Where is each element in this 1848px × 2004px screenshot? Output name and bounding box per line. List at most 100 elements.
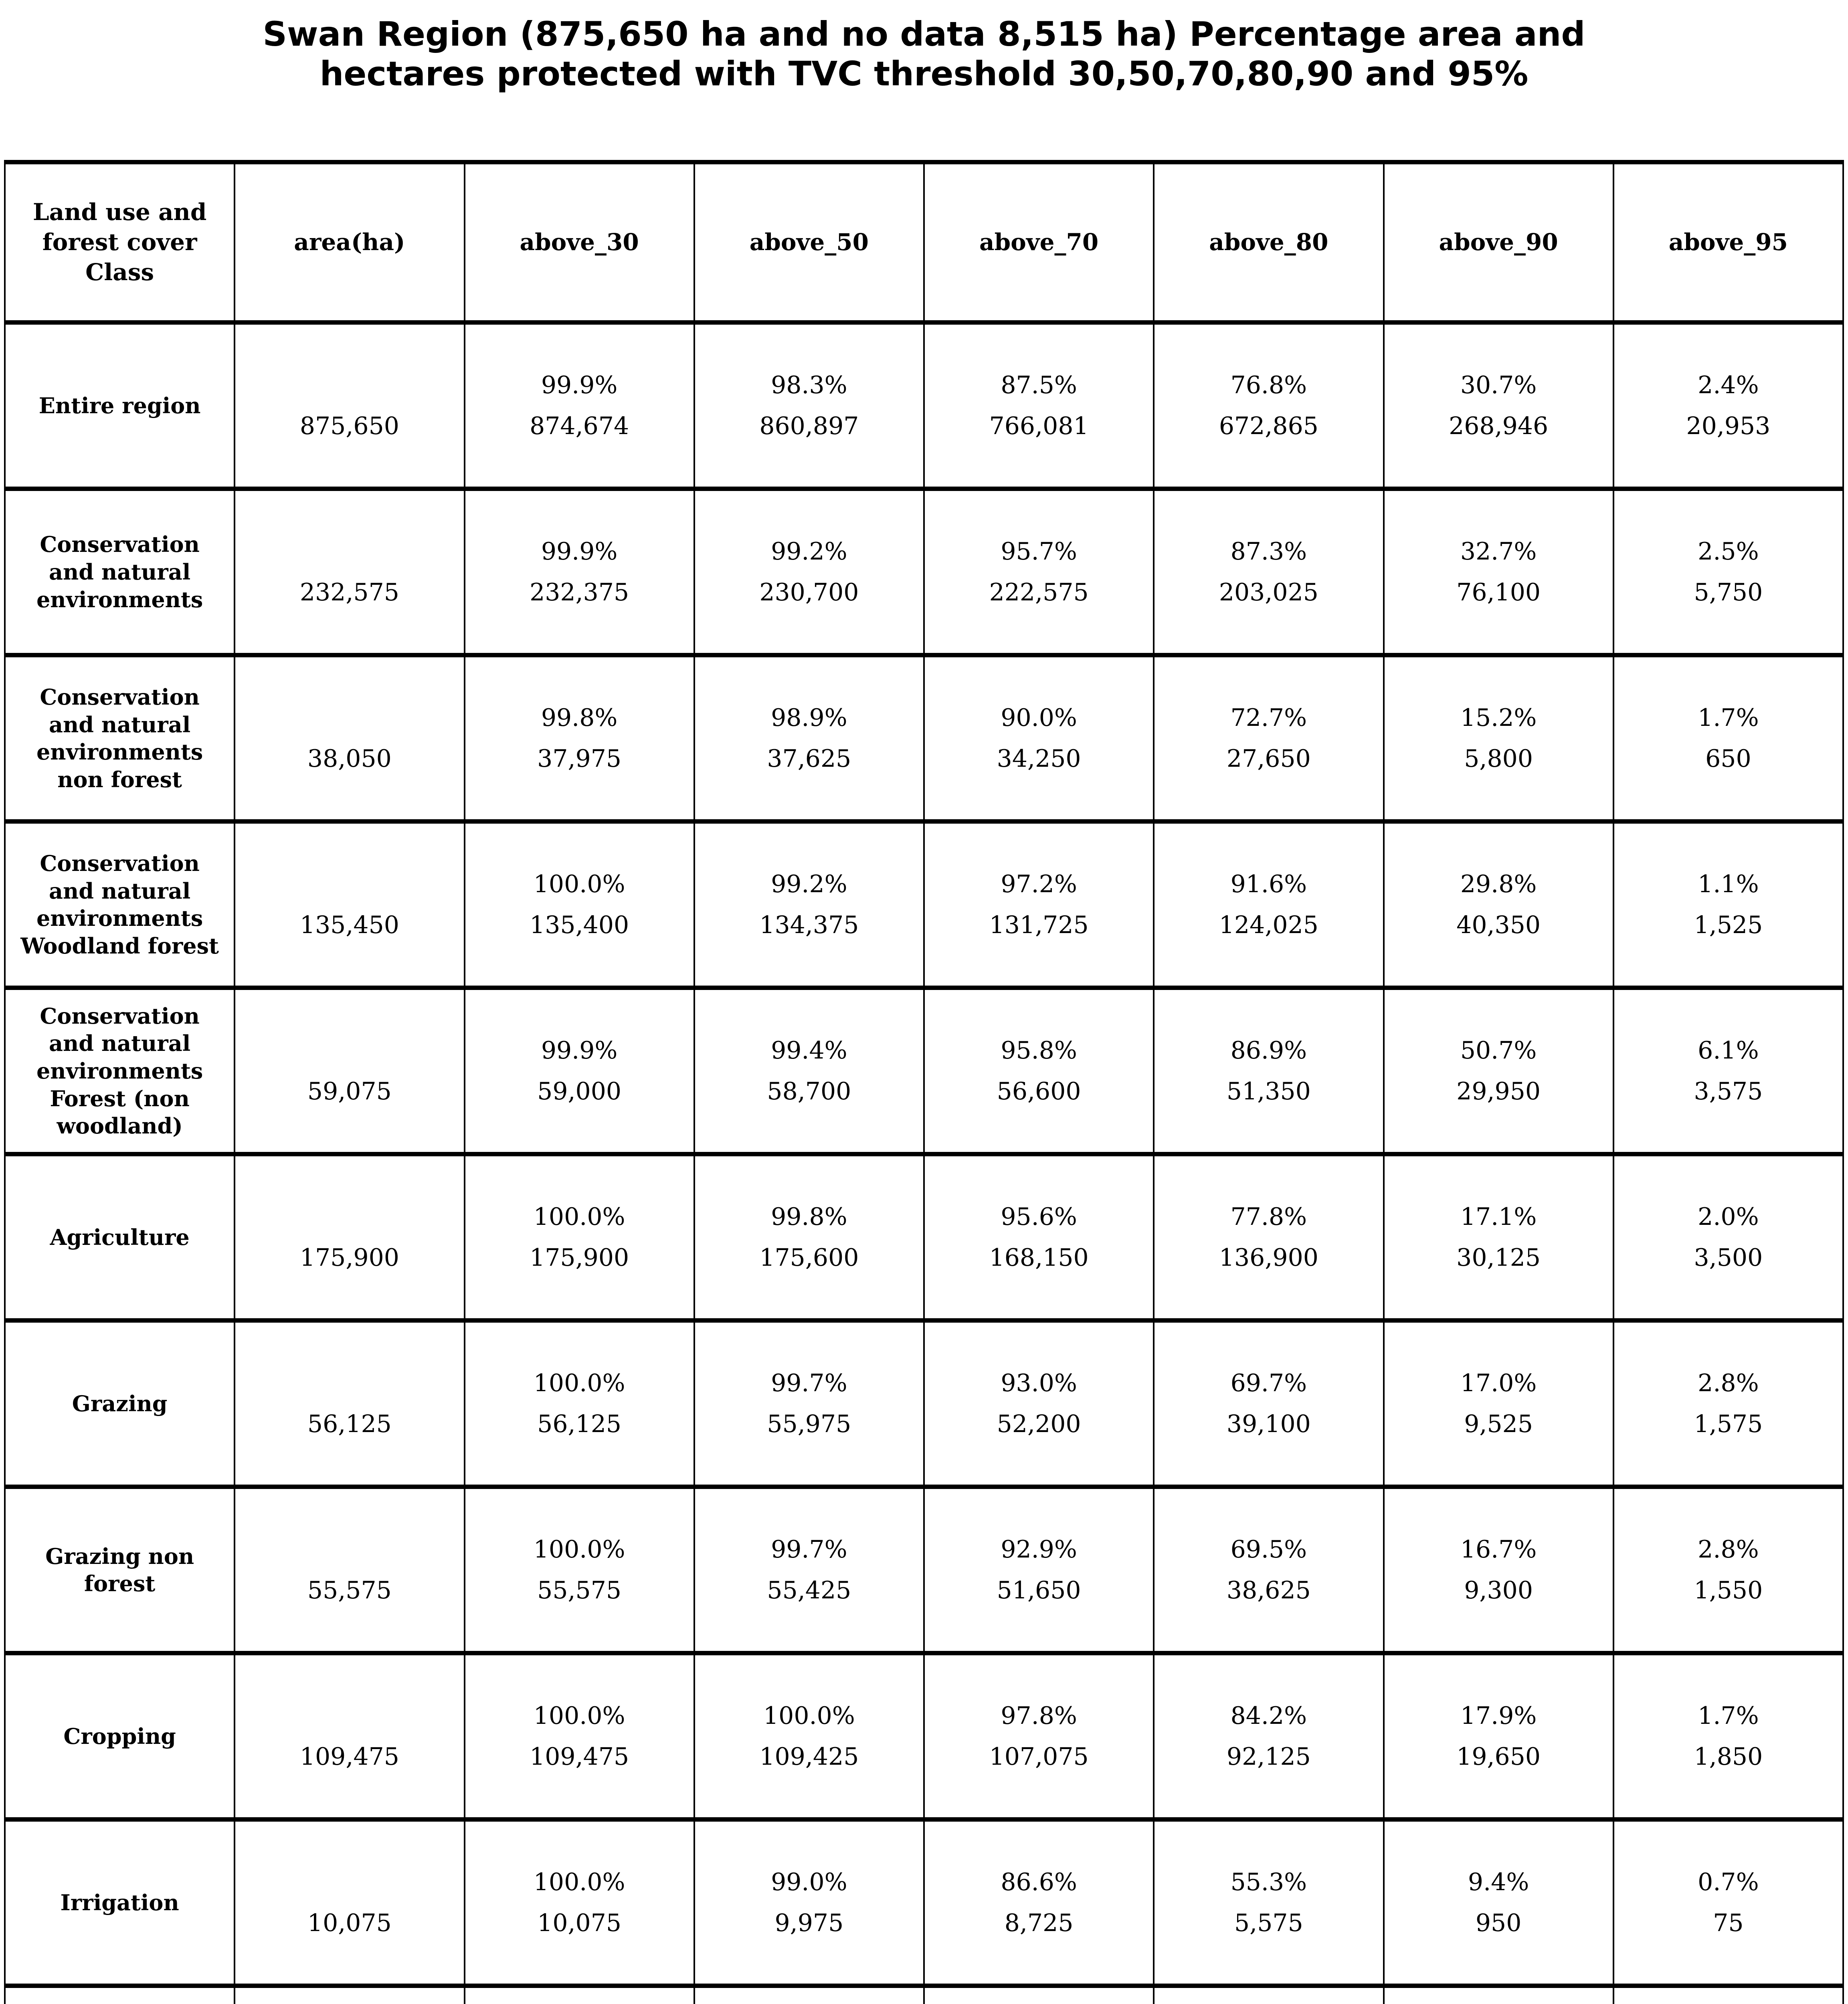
percent-value: 100.0%	[533, 870, 625, 899]
percent-value: 95.8%	[1001, 1036, 1077, 1065]
table-row: Grazing 56,125 100.0% 56,125 99.7% 55,97…	[4, 1318, 1844, 1489]
hectares-value: 1,550	[1694, 1576, 1763, 1605]
percent-value: 86.9%	[1230, 1036, 1307, 1065]
percent-value: 99.7%	[771, 1535, 847, 1564]
hectares-value: 37,625	[767, 745, 851, 773]
hectares-value: 9,525	[1464, 1410, 1533, 1438]
row-label: Production native forests and plantation…	[4, 1984, 236, 2004]
percent-value: 86.6%	[1001, 1868, 1077, 1897]
hectares-value: 230,700	[759, 578, 859, 607]
percent-value: 1.7%	[1698, 1702, 1759, 1730]
percent-value: 0.7%	[1698, 1868, 1759, 1897]
percent-value: 16.7%	[1460, 1535, 1537, 1564]
hectares-value: 39,100	[1226, 1410, 1311, 1438]
area-value: 55,575	[307, 1576, 392, 1605]
value-cell: 6.1% 3,575	[1612, 986, 1844, 1157]
hectares-value: 1,525	[1694, 911, 1763, 939]
percent-value: 87.5%	[1001, 371, 1077, 400]
table-row: Conservation and natural environments 23…	[4, 487, 1844, 658]
hectares-value: 19,650	[1456, 1743, 1541, 1771]
hectares-value: 136,900	[1219, 1244, 1318, 1272]
percent-value: 100.0%	[533, 1369, 625, 1398]
hectares-value: 135,400	[530, 911, 629, 939]
percent-value: 99.9%	[541, 1036, 618, 1065]
percent-value: 6.1%	[1698, 1036, 1759, 1065]
hectares-value: 51,350	[1226, 1077, 1311, 1106]
col-header-above30: above_30	[463, 160, 695, 325]
hectares-value: 766,081	[989, 412, 1089, 440]
col-header-above95: above_95	[1612, 160, 1844, 325]
value-cell: 29.8% 40,350	[1383, 819, 1614, 990]
value-cell: 9.4% 950	[1383, 1817, 1614, 1988]
percent-value: 99.0%	[771, 1868, 847, 1897]
percent-value: 2.0%	[1698, 1203, 1759, 1231]
percent-value: 100.0%	[533, 1702, 625, 1730]
percent-value: 76.8%	[1230, 371, 1307, 400]
hectares-value: 51,650	[997, 1576, 1081, 1605]
hectares-value: 107,075	[989, 1743, 1089, 1771]
percent-value: 30.7%	[1460, 371, 1537, 400]
hectares-value: 9,975	[774, 1909, 844, 1937]
percent-value: 9.4%	[1468, 1868, 1529, 1897]
area-value: 135,450	[299, 911, 399, 939]
area-spacer	[236, 1529, 463, 1570]
row-label: Grazing non forest	[4, 1485, 236, 1656]
value-cell: 99.8% 175,600	[693, 1152, 925, 1323]
value-cell: 92.9% 51,650	[923, 1485, 1155, 1656]
hectares-value: 30,125	[1456, 1244, 1541, 1272]
percent-value: 99.8%	[771, 1203, 847, 1231]
col-header-area: area(ha)	[234, 160, 465, 325]
percent-value: 72.7%	[1230, 704, 1307, 732]
value-cell: 100.0% 56,125	[463, 1318, 695, 1489]
value-cell: 51.1% 153,625	[1383, 1984, 1614, 2004]
area-cell: 875,650	[234, 320, 465, 491]
row-label: Irrigation	[4, 1817, 236, 1988]
percent-value: 91.6%	[1230, 870, 1307, 899]
value-cell: 99.9% 232,375	[463, 487, 695, 658]
hectares-value: 55,425	[767, 1576, 851, 1605]
table-row: Agriculture 175,900 100.0% 175,900 99.8%…	[4, 1152, 1844, 1323]
percent-value: 97.8%	[1001, 1702, 1077, 1730]
area-spacer	[236, 1363, 463, 1404]
value-cell: 1.7% 1,850	[1612, 1651, 1844, 1822]
value-cell: 77.8% 136,900	[1153, 1152, 1385, 1323]
hectares-value: 1,575	[1694, 1410, 1763, 1438]
percent-value: 84.2%	[1230, 1702, 1307, 1730]
value-cell: 99.7% 55,975	[693, 1318, 925, 1489]
hectares-value: 874,674	[530, 412, 629, 440]
value-cell: 86.9% 51,350	[1153, 986, 1385, 1157]
area-value: 109,475	[299, 1743, 399, 1771]
value-cell: 32.7% 76,100	[1383, 487, 1614, 658]
hectares-value: 3,575	[1694, 1077, 1763, 1106]
percent-value: 17.9%	[1460, 1702, 1537, 1730]
row-label: Grazing	[4, 1318, 236, 1489]
hectares-value: 59,000	[537, 1077, 622, 1106]
hectares-value: 222,575	[989, 578, 1089, 607]
value-cell: 93.0% 52,200	[923, 1318, 1155, 1489]
value-cell: 98.3% 860,897	[693, 320, 925, 491]
value-cell: 0.7% 75	[1612, 1817, 1844, 1988]
percent-value: 99.9%	[541, 371, 618, 400]
percent-value: 99.8%	[541, 704, 618, 732]
area-value: 875,650	[299, 412, 399, 440]
hectares-value: 75	[1713, 1909, 1744, 1937]
hectares-value: 109,475	[530, 1743, 629, 1771]
value-cell: 2.0% 3,500	[1612, 1152, 1844, 1323]
percent-value: 90.0%	[1001, 704, 1077, 732]
percent-value: 98.9%	[771, 704, 847, 732]
row-label: Conservation and natural environments	[4, 487, 236, 658]
table-body: Entire region 875,650 99.9% 874,674 98.3…	[4, 320, 1844, 2004]
percent-value: 2.5%	[1698, 537, 1759, 566]
col-header-above70: above_70	[923, 160, 1155, 325]
hectares-value: 3,500	[1694, 1244, 1763, 1272]
protection-table: Land use and forest cover Class area(ha)…	[4, 160, 1844, 2004]
hectares-value: 9,300	[1464, 1576, 1533, 1605]
percent-value: 17.1%	[1460, 1203, 1537, 1231]
hectares-value: 124,025	[1219, 911, 1318, 939]
value-cell: 100.0% 55,575	[463, 1485, 695, 1656]
value-cell: 1.1% 1,525	[1612, 819, 1844, 990]
percent-value: 99.2%	[771, 870, 847, 899]
value-cell: 99.4% 58,700	[693, 986, 925, 1157]
value-cell: 1.7% 650	[1612, 653, 1844, 824]
hectares-value: 860,897	[759, 412, 859, 440]
